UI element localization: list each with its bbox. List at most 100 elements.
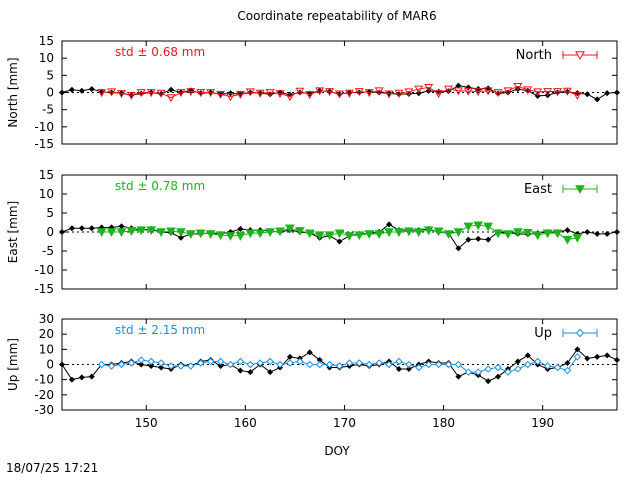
reference-point bbox=[78, 225, 85, 232]
reference-point bbox=[148, 363, 155, 370]
data-point-east bbox=[235, 232, 246, 241]
data-point-up bbox=[206, 357, 215, 366]
data-point-east bbox=[354, 231, 365, 241]
data-point-up bbox=[246, 360, 255, 369]
reference-point bbox=[336, 238, 343, 245]
reference-point bbox=[613, 356, 621, 363]
data-point-up bbox=[256, 359, 264, 367]
data-point-up bbox=[137, 356, 145, 364]
data-point-east bbox=[493, 229, 503, 239]
reference-point bbox=[168, 86, 175, 93]
data-point-up bbox=[444, 360, 453, 369]
data-point-up bbox=[395, 357, 403, 366]
reference-point bbox=[237, 367, 244, 374]
y-tick-label: 5 bbox=[46, 68, 54, 82]
reference-point bbox=[286, 353, 293, 360]
x-tick-label: 160 bbox=[234, 416, 257, 430]
data-point-east bbox=[156, 228, 166, 238]
reference-point bbox=[564, 227, 571, 234]
data-point-east bbox=[562, 235, 573, 245]
reference-point bbox=[455, 245, 462, 252]
data-point-up bbox=[127, 359, 136, 367]
data-point-east bbox=[136, 226, 147, 236]
data-point-east bbox=[384, 228, 394, 238]
reference-point bbox=[98, 88, 105, 95]
data-point-north bbox=[275, 90, 285, 99]
data-point-up bbox=[434, 360, 443, 369]
data-point-north bbox=[136, 89, 146, 98]
data-point-north bbox=[543, 88, 553, 97]
data-point-north bbox=[166, 94, 176, 103]
reference-point bbox=[88, 86, 95, 93]
data-point-east bbox=[334, 229, 345, 239]
data-point-up bbox=[464, 368, 473, 376]
data-point-up bbox=[236, 357, 245, 366]
data-point-east bbox=[176, 228, 186, 238]
data-point-up bbox=[454, 360, 463, 369]
y-axis-label: East [mm] bbox=[6, 201, 20, 263]
data-point-east bbox=[413, 228, 424, 238]
data-point-east bbox=[106, 228, 117, 238]
data-point-north bbox=[503, 87, 513, 96]
data-point-up bbox=[543, 362, 552, 370]
data-point-east bbox=[245, 229, 256, 239]
data-point-up bbox=[216, 357, 225, 366]
data-point-north bbox=[126, 91, 136, 100]
reference-point bbox=[386, 221, 393, 228]
legend-label: North bbox=[516, 48, 552, 63]
data-point-north bbox=[344, 89, 354, 98]
reference-point bbox=[514, 358, 521, 365]
data-point-up bbox=[335, 362, 344, 370]
data-point-north bbox=[305, 91, 315, 100]
data-point-up bbox=[573, 353, 582, 361]
data-point-north bbox=[235, 90, 245, 99]
y-tick-label: -15 bbox=[34, 282, 54, 296]
data-point-up bbox=[266, 357, 274, 366]
std-label: std ± 0.78 mm bbox=[115, 179, 205, 193]
data-point-east bbox=[443, 230, 454, 239]
x-tick-label: 190 bbox=[531, 416, 554, 430]
reference-point bbox=[366, 88, 373, 95]
data-point-north bbox=[176, 89, 186, 98]
reference-point bbox=[485, 236, 492, 243]
y-tick-label: -10 bbox=[34, 120, 54, 134]
data-point-east bbox=[513, 228, 523, 238]
y-tick-label: 15 bbox=[39, 168, 54, 182]
data-point-north bbox=[265, 89, 275, 98]
north-panel: -15 -10 -5 0 5 10 15 North [mm] std ± 0.68 mm Nor… bbox=[6, 34, 621, 151]
reference-point bbox=[78, 87, 85, 94]
data-point-north bbox=[335, 90, 344, 99]
reference-point bbox=[455, 373, 462, 380]
data-point-up bbox=[415, 363, 423, 372]
data-point-east bbox=[344, 232, 355, 241]
legend-marker bbox=[575, 185, 585, 195]
data-point-east bbox=[394, 228, 404, 238]
data-point-east bbox=[374, 230, 384, 239]
data-point-up bbox=[345, 359, 354, 367]
reference-point bbox=[58, 228, 66, 236]
data-point-north bbox=[315, 87, 325, 96]
y-tick-label: -20 bbox=[34, 388, 54, 402]
data-point-up bbox=[306, 360, 314, 369]
y-tick-label: 20 bbox=[39, 327, 54, 341]
data-point-east bbox=[225, 232, 236, 241]
data-point-up bbox=[296, 357, 304, 366]
data-point-north bbox=[107, 88, 117, 97]
reference-point bbox=[58, 361, 66, 368]
data-point-east bbox=[473, 221, 484, 231]
data-point-east bbox=[572, 234, 583, 243]
x-tick-label: 170 bbox=[333, 416, 356, 430]
data-point-north bbox=[394, 89, 404, 98]
data-point-north bbox=[453, 87, 463, 96]
data-point-up bbox=[325, 360, 334, 369]
y-tick-label: -5 bbox=[42, 244, 54, 258]
reference-point bbox=[306, 349, 313, 356]
y-tick-label: 5 bbox=[46, 206, 54, 220]
y-tick-label: -10 bbox=[34, 263, 54, 277]
series-line-north bbox=[101, 85, 578, 99]
data-point-up bbox=[355, 359, 364, 367]
data-point-up bbox=[315, 360, 324, 369]
legend-label: Up bbox=[534, 326, 552, 341]
reference-point bbox=[594, 230, 601, 237]
